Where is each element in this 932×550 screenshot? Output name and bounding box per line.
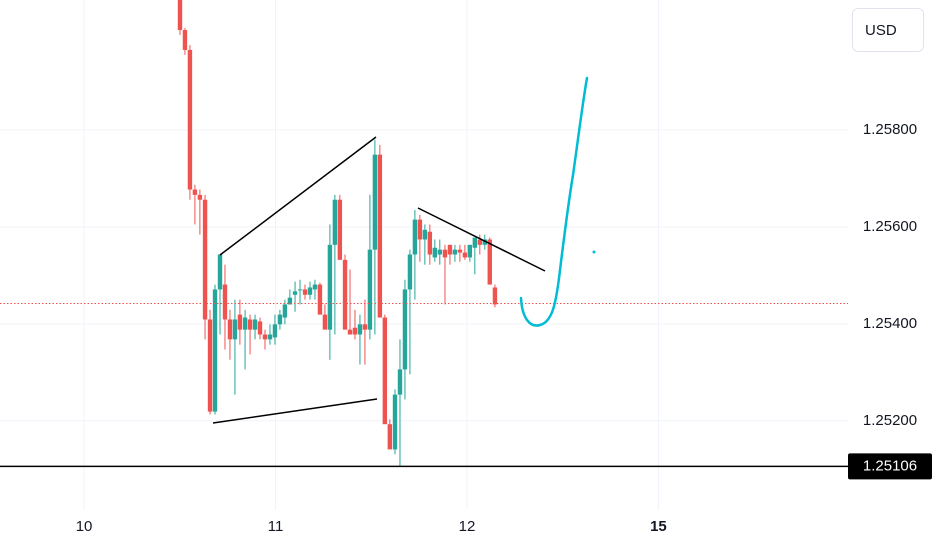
candle-body <box>242 317 248 330</box>
candle-body <box>477 239 483 245</box>
candle-body <box>287 297 293 305</box>
candle-body <box>202 199 208 320</box>
candle-body <box>282 304 288 318</box>
candle-body <box>327 244 333 330</box>
candle-body <box>382 317 388 425</box>
candle-body <box>462 252 468 258</box>
candle-body <box>392 394 398 450</box>
candle-body <box>377 154 383 318</box>
candle-body <box>302 289 308 295</box>
candle-body <box>492 287 498 305</box>
candle-body <box>422 229 428 240</box>
candle-body <box>192 189 198 195</box>
candle-body <box>442 249 448 258</box>
candle-body <box>407 254 413 290</box>
candle-body <box>352 327 358 335</box>
x-tick-label: 10 <box>76 518 93 535</box>
candle-body <box>237 314 243 330</box>
candle-body <box>307 287 313 295</box>
candle-body <box>482 239 487 245</box>
currency-button[interactable]: USD <box>852 8 924 52</box>
x-tick-label: 15 <box>650 518 667 535</box>
candle-body <box>432 247 438 258</box>
freehand-drawing <box>519 76 589 327</box>
price-label-box <box>848 453 932 480</box>
candle-body <box>317 284 323 315</box>
candle-body <box>312 284 318 290</box>
candle-body <box>322 314 328 330</box>
freehand-dot <box>592 250 596 254</box>
candle-body <box>247 319 253 330</box>
candle-body <box>292 291 298 295</box>
price-label: 1.25106 <box>863 457 917 474</box>
trend-line <box>219 136 377 256</box>
candle-body <box>487 239 492 285</box>
candle-body <box>417 219 423 240</box>
candle-body <box>272 324 278 338</box>
candle-body <box>437 249 442 255</box>
candle-body <box>372 154 378 250</box>
candle-body <box>467 244 473 258</box>
candle-body <box>257 321 263 335</box>
candle-body <box>457 249 463 253</box>
grid <box>0 0 848 510</box>
candle-body <box>367 249 373 330</box>
candle-body <box>197 194 203 200</box>
candle-body <box>362 324 368 330</box>
candle-body <box>182 30 188 50</box>
candle-body <box>332 199 338 245</box>
trend-line <box>417 207 546 272</box>
y-tick-label: 1.25400 <box>863 315 917 332</box>
candle-body <box>267 334 273 340</box>
candle-body <box>412 219 418 255</box>
y-tick-label: 1.25600 <box>863 218 917 235</box>
x-tick-label: 12 <box>459 518 476 535</box>
candle-body <box>232 319 238 340</box>
candle-body <box>357 324 363 335</box>
candle-body <box>187 49 193 190</box>
x-tick-label: 11 <box>268 518 284 535</box>
candle-body <box>262 334 268 340</box>
candle-body <box>342 259 348 330</box>
candle-body <box>207 319 213 412</box>
candle-body <box>427 231 433 255</box>
candle-body <box>222 284 228 320</box>
y-tick-label: 1.25200 <box>863 412 917 429</box>
candle-body <box>347 329 353 335</box>
candle-body <box>452 249 458 255</box>
candles <box>0 0 932 468</box>
y-tick-label: 1.25800 <box>863 121 917 138</box>
candle-body <box>217 254 223 290</box>
candle-body <box>177 0 183 31</box>
candle-body <box>387 424 393 450</box>
candle-body <box>447 244 453 255</box>
candle-body <box>227 319 233 340</box>
drawings <box>212 76 596 424</box>
candle-body <box>337 199 343 260</box>
axes: 1.25200 1.25400 1.25600 1.25800 10 11 12 15 1.25… <box>76 121 932 535</box>
candle-body <box>297 289 303 291</box>
candle-body <box>277 314 283 325</box>
candle-body <box>212 289 218 412</box>
candle-body <box>402 289 408 370</box>
candle-body <box>472 237 478 248</box>
candle-body <box>252 319 258 330</box>
trend-line <box>212 398 378 424</box>
candle-body <box>397 369 403 395</box>
